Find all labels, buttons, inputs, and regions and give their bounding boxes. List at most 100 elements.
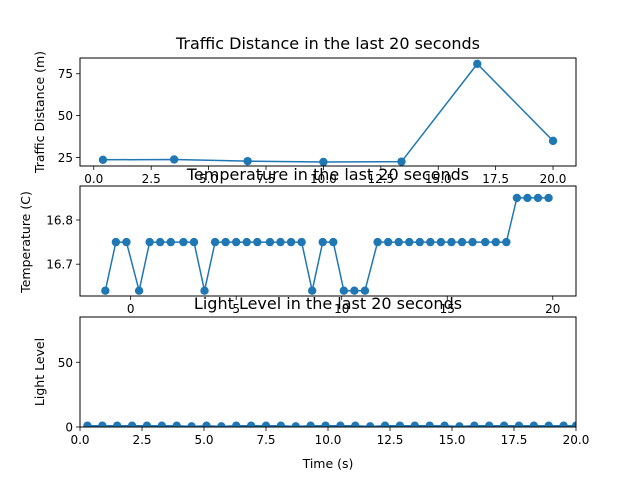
traffic-ticks: 0.0 2.5 5.0 7.5 10.0 12.5 15.0 17.5 20.0 25 50 75 (58, 67, 567, 186)
light-data-point (246, 421, 256, 427)
traffic-x-tick-label: 7.5 (256, 172, 275, 186)
temperature-x-tick-label: 5 (232, 302, 240, 316)
temperature-data-point (405, 237, 414, 247)
traffic-x-tick-label: 20.0 (540, 172, 567, 186)
light-data-point (499, 421, 509, 427)
light-x-axis-label: Time (s) (302, 456, 354, 471)
light-data-point (380, 421, 390, 427)
light-data-point (113, 421, 122, 427)
light-data-point (395, 421, 405, 427)
temperature-y-tick-label: 16.7 (46, 258, 73, 272)
light-data-point (261, 421, 271, 427)
temperature-x-tick-label: 15 (440, 302, 455, 316)
traffic-x-tick-label: 10.0 (310, 172, 337, 186)
temperature-data-point (481, 237, 490, 247)
traffic-x-tick-label: 0.0 (84, 172, 103, 186)
light-x-tick-label: 12.5 (377, 433, 404, 447)
light-x-tick-label: 20.0 (563, 433, 590, 447)
light-data-point (321, 421, 330, 427)
light-data-point (142, 421, 152, 427)
traffic-y-tick-label: 50 (58, 109, 73, 123)
traffic-y-tick-label: 25 (58, 151, 73, 165)
light-data-point (544, 421, 553, 427)
light-x-tick-label: 17.5 (501, 433, 528, 447)
light-data-point (83, 421, 92, 427)
traffic-data-point (98, 155, 108, 164)
temperature-data-point (491, 237, 500, 247)
temperature-data-point (523, 193, 532, 203)
traffic-chart-title: Traffic Distance in the last 20 seconds (175, 34, 480, 53)
light-ticks: 0.0 2.5 5.0 7.5 10.0 12.5 15.0 17.5 20.0 0 50 (58, 356, 590, 447)
light-data-point (485, 421, 494, 427)
light-data-point (336, 421, 345, 427)
temperature-data-point (253, 237, 262, 247)
light-x-tick-label: 0.0 (70, 433, 89, 447)
temperature-data-point (426, 237, 435, 247)
temperature-data-point (436, 237, 446, 247)
light-data-point (217, 422, 226, 427)
traffic-x-tick-label: 17.5 (482, 172, 509, 186)
temperature-data-point (297, 237, 306, 247)
light-data-point (291, 422, 300, 427)
light-data-point (440, 421, 449, 427)
temperature-data-point (339, 286, 349, 295)
temperature-data-point (145, 237, 154, 247)
light-y-axis-label: Light Level (32, 338, 47, 406)
temperature-data-point (221, 237, 230, 247)
traffic-data-point (473, 59, 482, 69)
temperature-data-point (231, 237, 241, 247)
temperature-data-point (276, 237, 285, 247)
light-x-tick-label: 10.0 (315, 433, 342, 447)
temperature-data-point (318, 237, 327, 247)
temperature-data-point (242, 237, 251, 247)
light-data-point (232, 421, 241, 427)
traffic-y-tick-label: 75 (58, 67, 73, 81)
temperature-ticks: 0 5 10 15 20 16.7 16.8 (46, 214, 560, 316)
traffic-data-point (243, 156, 252, 166)
temperature-data-point (166, 237, 175, 247)
light-data-point (157, 421, 167, 427)
light-data-point (571, 421, 576, 427)
light-chart-title: Light Level in the last 20 seconds (194, 294, 462, 313)
temperature-data-point (468, 237, 477, 247)
light-data-point (365, 422, 375, 427)
traffic-data-point (397, 157, 406, 166)
traffic-data-point (169, 155, 179, 164)
light-x-tick-label: 7.5 (256, 433, 275, 447)
temperature-panel: 0 5 10 15 20 16.7 16.8 Temperature in the last… (18, 165, 577, 316)
temperature-series (101, 193, 553, 295)
temperature-x-tick-label: 0 (127, 302, 135, 316)
traffic-series (98, 59, 558, 166)
traffic-x-tick-label: 15.0 (425, 172, 452, 186)
temperature-data-point (307, 286, 317, 295)
temperature-data-point (189, 237, 199, 247)
light-data-point (529, 421, 539, 427)
light-data-point (410, 421, 419, 427)
temperature-data-point (383, 237, 393, 247)
temperature-data-point (329, 237, 338, 247)
traffic-data-point (548, 136, 558, 146)
temperature-data-point (502, 237, 511, 247)
temperature-data-point (265, 237, 275, 247)
temperature-x-tick-label: 10 (334, 302, 349, 316)
temperature-chart-title: Temperature in the last 20 seconds (186, 165, 469, 184)
light-data-point (455, 422, 464, 427)
temperature-data-point (156, 237, 165, 247)
temperature-data-point (111, 237, 121, 247)
light-data-point (172, 421, 181, 427)
temperature-data-point (533, 193, 543, 203)
traffic-axes-frame (79, 57, 577, 167)
temperature-data-point (544, 193, 553, 203)
temperature-data-point (394, 237, 403, 247)
temperature-x-tick-label: 20 (545, 302, 560, 316)
temperature-data-point (447, 237, 456, 247)
light-x-tick-label: 15.0 (439, 433, 466, 447)
temperature-data-point (415, 237, 425, 247)
light-data-point (276, 421, 286, 427)
temperature-data-point (350, 286, 359, 295)
traffic-y-axis-label: Traffic Distance (m) (32, 51, 47, 174)
traffic-x-tick-label: 12.5 (367, 172, 394, 186)
light-data-point (425, 421, 434, 427)
light-series (83, 421, 576, 427)
